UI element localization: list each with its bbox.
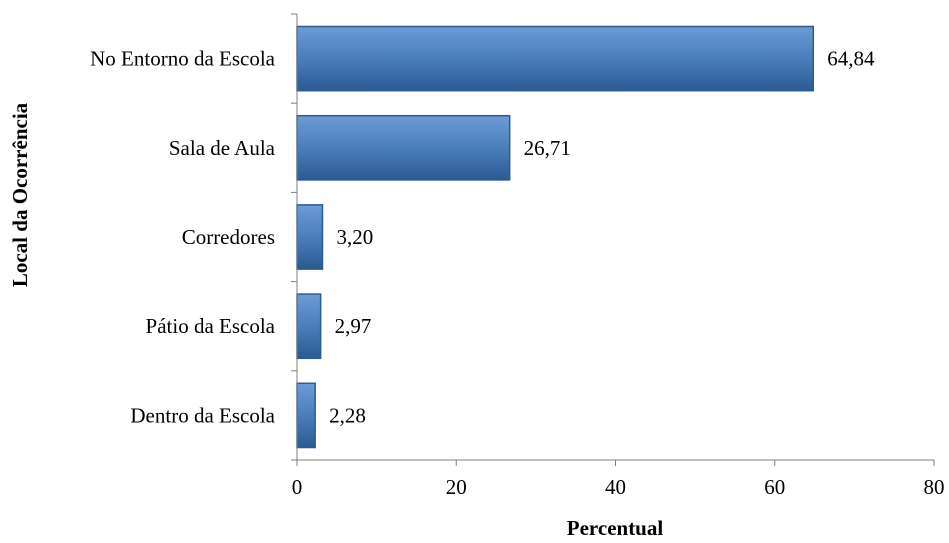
bars-group bbox=[296, 25, 815, 449]
category-label-1: Sala de Aula bbox=[169, 136, 276, 160]
x-tick-label-4: 80 bbox=[924, 475, 945, 499]
x-tick-label-1: 20 bbox=[446, 475, 467, 499]
x-tick-label-0: 0 bbox=[292, 475, 303, 499]
data-label-2: 3,20 bbox=[336, 225, 373, 249]
category-label-2: Corredores bbox=[182, 225, 275, 249]
data-label-0: 64,84 bbox=[827, 47, 875, 71]
x-axis-title: Percentual bbox=[567, 516, 664, 540]
axes-group bbox=[291, 13, 935, 466]
bar-4 bbox=[296, 382, 316, 449]
category-label-0: No Entorno da Escola bbox=[90, 47, 276, 71]
x-tick-label-2: 40 bbox=[605, 475, 626, 499]
bar-3 bbox=[296, 293, 322, 360]
bar-1 bbox=[296, 114, 511, 181]
x-tick-label-3: 60 bbox=[764, 475, 785, 499]
data-label-1: 26,71 bbox=[524, 136, 571, 160]
category-label-4: Dentro da Escola bbox=[130, 403, 275, 427]
data-label-3: 2,97 bbox=[335, 314, 372, 338]
y-axis-title: Local da Ocorrência bbox=[8, 102, 32, 287]
bar-0 bbox=[296, 25, 815, 92]
category-label-3: Pátio da Escola bbox=[146, 314, 276, 338]
data-label-4: 2,28 bbox=[329, 403, 366, 427]
bar-2 bbox=[296, 204, 324, 270]
labels-group: 64,84 No Entorno da Escola 26,71 Sala de Au… bbox=[90, 47, 944, 499]
